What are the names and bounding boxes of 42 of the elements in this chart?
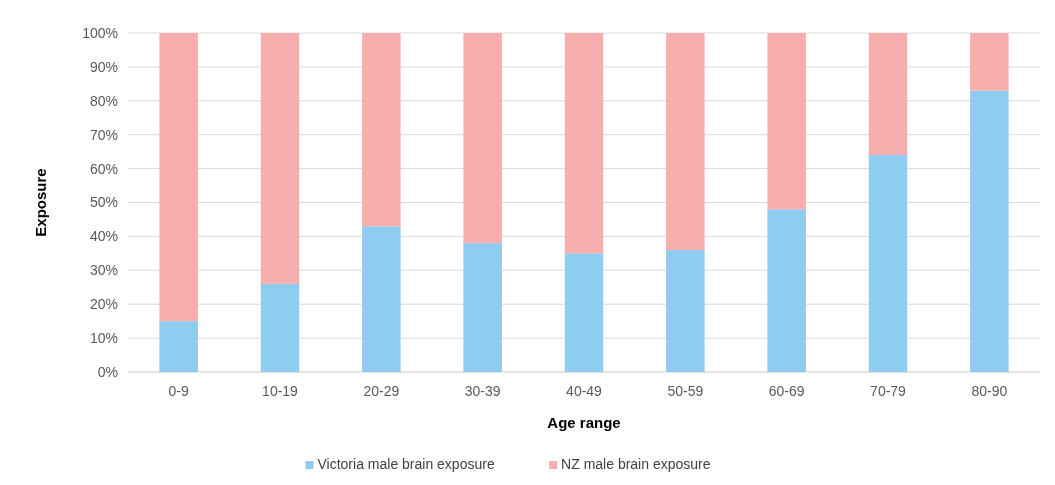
y-tick-label: 70% [89,126,118,143]
x-tick-label: 70-79 [870,383,907,399]
bar [564,33,604,254]
bar [868,155,908,372]
bar [666,33,705,250]
bar [767,209,806,372]
y-tick-label: 60% [89,160,118,177]
x-tick-label: 30-39 [464,383,501,399]
x-tick-label: 60-69 [768,383,805,399]
bar [260,33,300,284]
y-tick-label: 40% [89,228,118,245]
bar [666,249,705,372]
x-tick-label: 10-19 [262,383,299,399]
x-tick-label: 80-90 [971,383,1008,399]
legend-label: NZ male brain exposure [561,456,711,472]
y-tick-label: 90% [89,58,118,75]
y-tick-label: 80% [89,92,118,109]
bar [970,90,1009,372]
x-tick-label: 50-59 [667,383,704,399]
bar [159,321,198,372]
bar [970,33,1009,91]
x-tick-label: 20-29 [363,383,400,399]
y-axis-title: Exposure [32,168,49,237]
y-tick-label: 20% [89,296,118,313]
y-tick-label: 0% [97,363,118,380]
x-tick-label: 0-9 [168,383,189,399]
bar [362,33,401,227]
bar [868,33,908,156]
y-tick-label: 30% [89,262,118,279]
x-tick-label: 40-49 [566,383,603,399]
bar [362,226,401,372]
bar [463,33,502,244]
bar [767,33,806,210]
legend-label: Victoria male brain exposure [317,456,495,472]
bar [159,33,198,322]
bar [463,243,502,372]
bar [260,283,300,372]
y-tick-label: 100% [82,24,118,41]
x-axis-title: Age range [547,414,621,431]
bar [564,253,604,372]
y-tick-label: 50% [89,194,118,211]
y-tick-label: 10% [89,330,118,346]
